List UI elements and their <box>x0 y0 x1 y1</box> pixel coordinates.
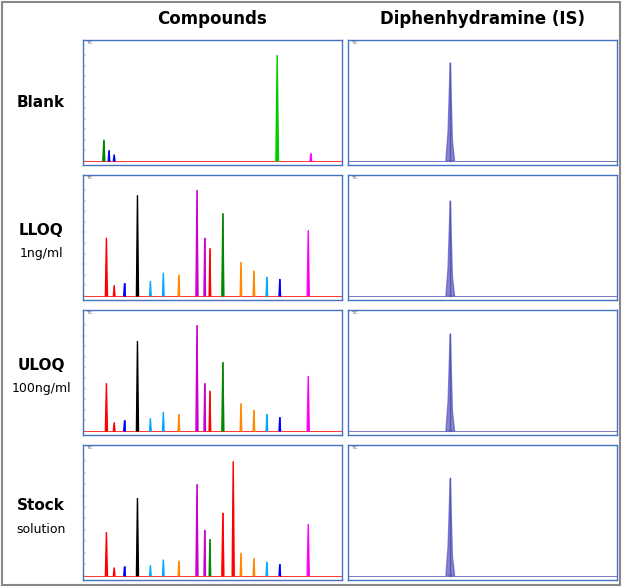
Polygon shape <box>446 479 455 576</box>
Polygon shape <box>136 341 138 431</box>
Text: Stock: Stock <box>17 498 65 513</box>
Polygon shape <box>279 279 280 296</box>
Text: 1ng/ml: 1ng/ml <box>19 247 63 260</box>
Polygon shape <box>446 333 455 431</box>
Text: LLOQ: LLOQ <box>19 223 64 238</box>
Polygon shape <box>105 383 107 431</box>
Polygon shape <box>307 524 309 576</box>
Polygon shape <box>279 417 280 431</box>
Polygon shape <box>113 422 115 431</box>
Polygon shape <box>222 213 224 296</box>
Text: 100ng/ml: 100ng/ml <box>11 382 71 395</box>
Text: solution: solution <box>16 523 65 536</box>
Polygon shape <box>163 560 164 576</box>
Polygon shape <box>240 262 242 296</box>
Polygon shape <box>232 462 234 576</box>
Polygon shape <box>178 561 179 576</box>
Polygon shape <box>307 376 309 431</box>
Text: TIC: TIC <box>86 446 92 450</box>
Text: ULOQ: ULOQ <box>17 358 65 373</box>
Polygon shape <box>196 325 198 431</box>
Polygon shape <box>266 277 268 296</box>
Polygon shape <box>103 140 105 161</box>
Polygon shape <box>266 562 268 576</box>
Text: TIC: TIC <box>351 446 358 450</box>
Polygon shape <box>108 151 110 161</box>
Polygon shape <box>209 248 211 296</box>
Polygon shape <box>196 484 198 576</box>
Polygon shape <box>150 281 151 296</box>
Polygon shape <box>266 414 268 431</box>
Text: TIC: TIC <box>351 176 358 180</box>
Polygon shape <box>240 553 242 576</box>
Polygon shape <box>204 238 206 296</box>
Polygon shape <box>150 565 151 576</box>
Text: Blank: Blank <box>17 95 65 110</box>
Polygon shape <box>124 283 125 296</box>
Polygon shape <box>204 383 206 431</box>
Polygon shape <box>150 418 151 431</box>
Polygon shape <box>222 362 224 431</box>
Polygon shape <box>209 390 211 431</box>
Polygon shape <box>178 414 179 431</box>
Polygon shape <box>113 285 115 296</box>
Polygon shape <box>310 153 312 161</box>
Polygon shape <box>124 420 125 431</box>
Polygon shape <box>136 195 138 296</box>
Polygon shape <box>209 539 211 576</box>
Text: Compounds: Compounds <box>158 9 267 28</box>
Polygon shape <box>279 564 280 576</box>
Polygon shape <box>105 238 107 296</box>
Polygon shape <box>163 273 164 296</box>
Polygon shape <box>113 567 115 576</box>
Polygon shape <box>113 155 115 161</box>
Polygon shape <box>307 230 309 296</box>
Polygon shape <box>136 498 138 576</box>
Polygon shape <box>163 412 164 431</box>
Text: TIC: TIC <box>86 176 92 180</box>
Text: TIC: TIC <box>86 311 92 315</box>
Polygon shape <box>253 410 255 431</box>
Polygon shape <box>196 190 198 296</box>
Polygon shape <box>222 513 224 576</box>
Polygon shape <box>446 201 455 296</box>
Text: TIC: TIC <box>351 311 358 315</box>
Polygon shape <box>253 559 255 576</box>
Polygon shape <box>124 566 125 576</box>
Polygon shape <box>276 55 278 161</box>
Polygon shape <box>105 532 107 576</box>
Polygon shape <box>240 403 242 431</box>
Text: Diphenhydramine (IS): Diphenhydramine (IS) <box>380 9 585 28</box>
Text: TIC: TIC <box>351 41 358 45</box>
Polygon shape <box>446 62 455 161</box>
Polygon shape <box>253 270 255 296</box>
Polygon shape <box>204 530 206 576</box>
Polygon shape <box>178 275 179 296</box>
Text: TIC: TIC <box>86 41 92 45</box>
